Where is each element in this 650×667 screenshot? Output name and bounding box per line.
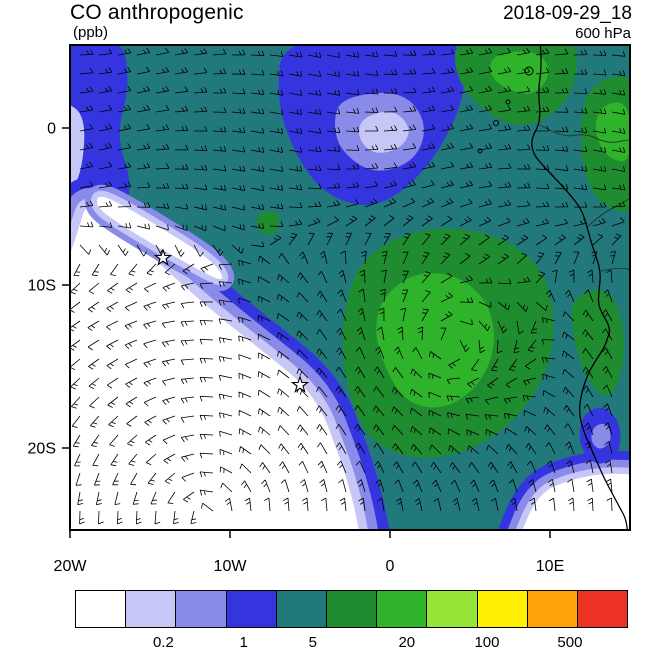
units-label: (ppb)	[73, 24, 109, 41]
y-axis-tick-label: 10S	[28, 278, 56, 295]
colorbar-cell	[477, 591, 528, 627]
map-plot: 20W 10W 0 10E 0 10S 20S	[28, 44, 631, 575]
colorbar-label: 20	[398, 634, 416, 651]
y-axis-tick-label: 0	[47, 121, 56, 138]
contour-region-green-small-dot	[256, 211, 280, 235]
colorbar-cell	[326, 591, 378, 627]
colorbar-label: 0.2	[153, 634, 174, 651]
x-axis-tick-label: 10E	[536, 558, 564, 575]
wind-barbs	[70, 47, 626, 525]
colorbar-label: 100	[474, 634, 500, 651]
map-frame	[69, 44, 631, 531]
colorbar-cell	[176, 591, 227, 627]
contour-region-lavender-coastal-core	[591, 423, 611, 449]
colorbar-cell	[276, 591, 327, 627]
station-star-marker	[290, 375, 310, 393]
x-axis-tick-label: 0	[386, 558, 395, 575]
colorbar-cell	[577, 591, 628, 627]
colorbar-cell	[527, 591, 578, 627]
contour-region-green-swirl-core	[376, 273, 494, 408]
station-star-marker	[153, 248, 173, 266]
contour-region-green-upper-right-core	[490, 51, 549, 94]
datetime-label: 2018-09-29_18	[503, 3, 632, 24]
colorbar	[75, 590, 628, 628]
contour-region-low-co-white-bottom-right	[522, 473, 630, 530]
colorbar-labels: 0.2 1 5 20 100 500	[75, 634, 628, 654]
x-axis-tick-label: 20W	[54, 558, 88, 575]
contour-region-upper-left-lavender-strip	[70, 105, 85, 191]
contour-region-low-co-white-tongue	[96, 196, 223, 280]
map-content	[70, 45, 630, 530]
colorbar-cell	[126, 591, 177, 627]
colorbar-cell	[377, 591, 428, 627]
colorbar-cell	[76, 591, 127, 627]
colorbar-label: 500	[557, 634, 583, 651]
pressure-level-label: 600 hPa	[575, 25, 631, 42]
colorbar-cell	[226, 591, 277, 627]
contour-region-low-co-white-main	[70, 207, 359, 530]
x-axis-tick-label: 10W	[214, 558, 248, 575]
page-title: CO anthropogenic	[70, 1, 244, 24]
contour-region-green-right-strip-core	[595, 102, 630, 162]
colorbar-label: 1	[239, 634, 248, 651]
colorbar-cell	[427, 591, 478, 627]
contour-region-top-center-pale-core	[358, 111, 409, 153]
y-axis-tick-label: 20S	[28, 441, 56, 458]
africa-coastline	[531, 45, 629, 530]
colorbar-label: 5	[308, 634, 317, 651]
